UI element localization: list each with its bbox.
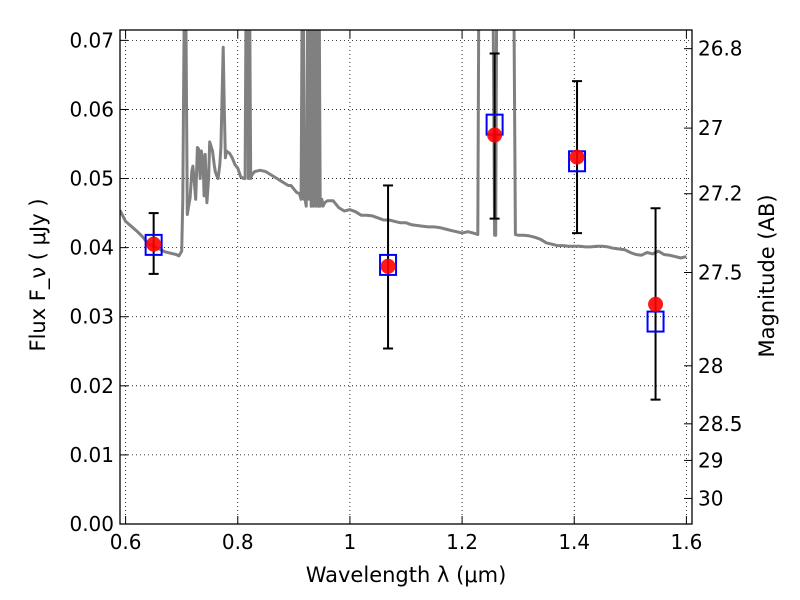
y2-tick-label: 27.2: [698, 182, 743, 206]
photometry-points: [144, 52, 665, 401]
x-tick-label: 0.6: [110, 530, 142, 554]
y-tick-label: 0.02: [69, 374, 114, 398]
observed-point: [648, 296, 664, 312]
x-axis-label: Wavelength λ (μm): [306, 563, 507, 587]
plot-frame: [119, 29, 693, 525]
x-tick-label: 1.6: [670, 530, 702, 554]
x-tick-label: 1.2: [446, 530, 478, 554]
x-tick-label: 1.4: [558, 530, 590, 554]
model-spectrum: [120, 30, 687, 260]
observed-point: [569, 149, 585, 165]
y2-tick-label: 28: [698, 354, 723, 378]
y2-tick-label: 28.5: [698, 412, 743, 436]
model-photometry-square: [144, 233, 163, 256]
y2-tick-label: 27: [698, 116, 723, 140]
y-tick-label: 0.06: [69, 97, 114, 121]
model-spectrum-line: [120, 30, 687, 260]
right-y-axis-label: Magnitude (AB): [755, 194, 779, 357]
model-photometry-square: [379, 253, 398, 276]
y2-tick-label: 30: [698, 486, 723, 510]
y2-tick-label: 26.8: [698, 37, 743, 61]
y-tick-label: 0.07: [69, 28, 114, 52]
grid: [120, 30, 692, 524]
y-tick-label: 0.03: [69, 305, 114, 329]
y-tick-label: 0.04: [69, 236, 114, 260]
observed-point: [146, 236, 162, 252]
y-tick-label: 0.01: [69, 443, 114, 467]
y2-tick-label: 27.5: [698, 261, 743, 285]
y-tick-label: 0.00: [69, 512, 114, 536]
observed-point: [380, 258, 396, 274]
observed-point: [487, 127, 503, 143]
y2-tick-label: 29: [698, 448, 723, 472]
y-axis-label: Flux F_ν ( μJy ): [26, 198, 51, 351]
y-tick-label: 0.05: [69, 167, 114, 191]
axis-ticks: 0.6 0.8 1 1.2 1.4 1.6 0.00 0.01 0.02 0.03 0.04 0.05…: [69, 28, 742, 554]
x-tick-label: 1: [344, 530, 357, 554]
x-tick-label: 0.8: [222, 530, 254, 554]
